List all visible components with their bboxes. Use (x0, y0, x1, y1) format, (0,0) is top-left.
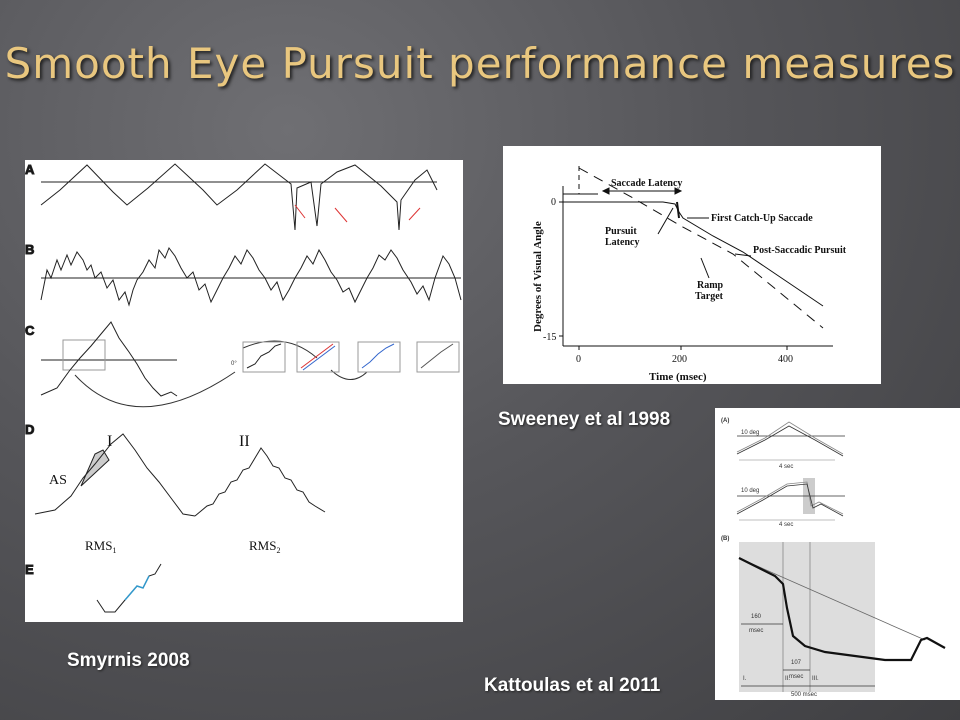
caption-smyrnis: Smyrnis 2008 (67, 650, 190, 671)
sweeney-xtick-400: 400 (778, 354, 793, 365)
kattoulas-sec-a: 4 sec (779, 464, 793, 470)
kattoulas-sec-b: 4 sec (779, 522, 793, 528)
kattoulas-phase-1: I. (743, 676, 747, 682)
row-label-a: A (25, 162, 35, 177)
annot-target: Target (695, 291, 724, 302)
caption-kattoulas: Kattoulas et al 2011 (484, 675, 661, 696)
annot-post-saccadic: Post-Saccadic Pursuit (753, 245, 847, 256)
label-zero-deg: 0° (231, 361, 237, 367)
annot-first-catchup: First Catch-Up Saccade (711, 213, 813, 224)
sweeney-xtick-200: 200 (672, 354, 687, 365)
sweeney-ylabel: Degrees of Visual Angle (532, 221, 544, 332)
kattoulas-phase-3: III. (812, 676, 819, 682)
annot-ramp: Ramp (697, 280, 724, 291)
kattoulas-deg-b: 10 deg (741, 488, 759, 494)
caption-sweeney: Sweeney et al 1998 (498, 409, 671, 430)
annot-saccade-latency: Saccade Latency (611, 178, 682, 189)
kattoulas-deg-a: 10 deg (741, 430, 759, 436)
label-as: AS (49, 473, 67, 488)
label-roman-1: I (107, 433, 112, 450)
sweeney-ytick-0: 0 (551, 197, 556, 208)
row-label-e: E (25, 562, 34, 577)
sweeney-figure-svg: Degrees of Visual Angle Time (msec) 0 -1… (532, 166, 847, 383)
kattoulas-msec-160: msec (749, 628, 763, 634)
smyrnis-figure: A B C D (25, 160, 463, 622)
sweeney-ytick-neg15: -15 (543, 332, 556, 343)
sweeney-xtick-0: 0 (576, 354, 581, 365)
kattoulas-phase-2: II. (785, 676, 790, 682)
row-label-c: C (25, 323, 35, 338)
kattoulas-panel-b: (B) (721, 536, 729, 542)
slide-title: Smooth Eye Pursuit performance measures (4, 39, 956, 88)
smyrnis-figure-svg: A B C D (25, 162, 462, 613)
kattoulas-figure-svg: (A) (B) 10 deg 10 deg 4 sec 4 sec 160 ms… (721, 418, 946, 698)
kattoulas-total: 500 msec (791, 692, 817, 698)
row-label-b: B (25, 242, 34, 257)
kattoulas-160: 160 (751, 614, 762, 620)
row-label-d: D (25, 422, 34, 437)
sweeney-xlabel: Time (msec) (649, 371, 707, 383)
label-rms1: RMS1 (85, 538, 116, 555)
annot-pursuit: Pursuit (605, 226, 637, 237)
label-rms2: RMS2 (249, 538, 280, 555)
label-roman-2: II (239, 433, 250, 450)
kattoulas-panel-a: (A) (721, 418, 729, 424)
kattoulas-107: 107 (791, 660, 802, 666)
kattoulas-figure: (A) (B) 10 deg 10 deg 4 sec 4 sec 160 ms… (715, 408, 960, 700)
kattoulas-msec-107: msec (789, 674, 803, 680)
sweeney-figure: Degrees of Visual Angle Time (msec) 0 -1… (503, 146, 881, 384)
annot-latency: Latency (605, 237, 639, 248)
